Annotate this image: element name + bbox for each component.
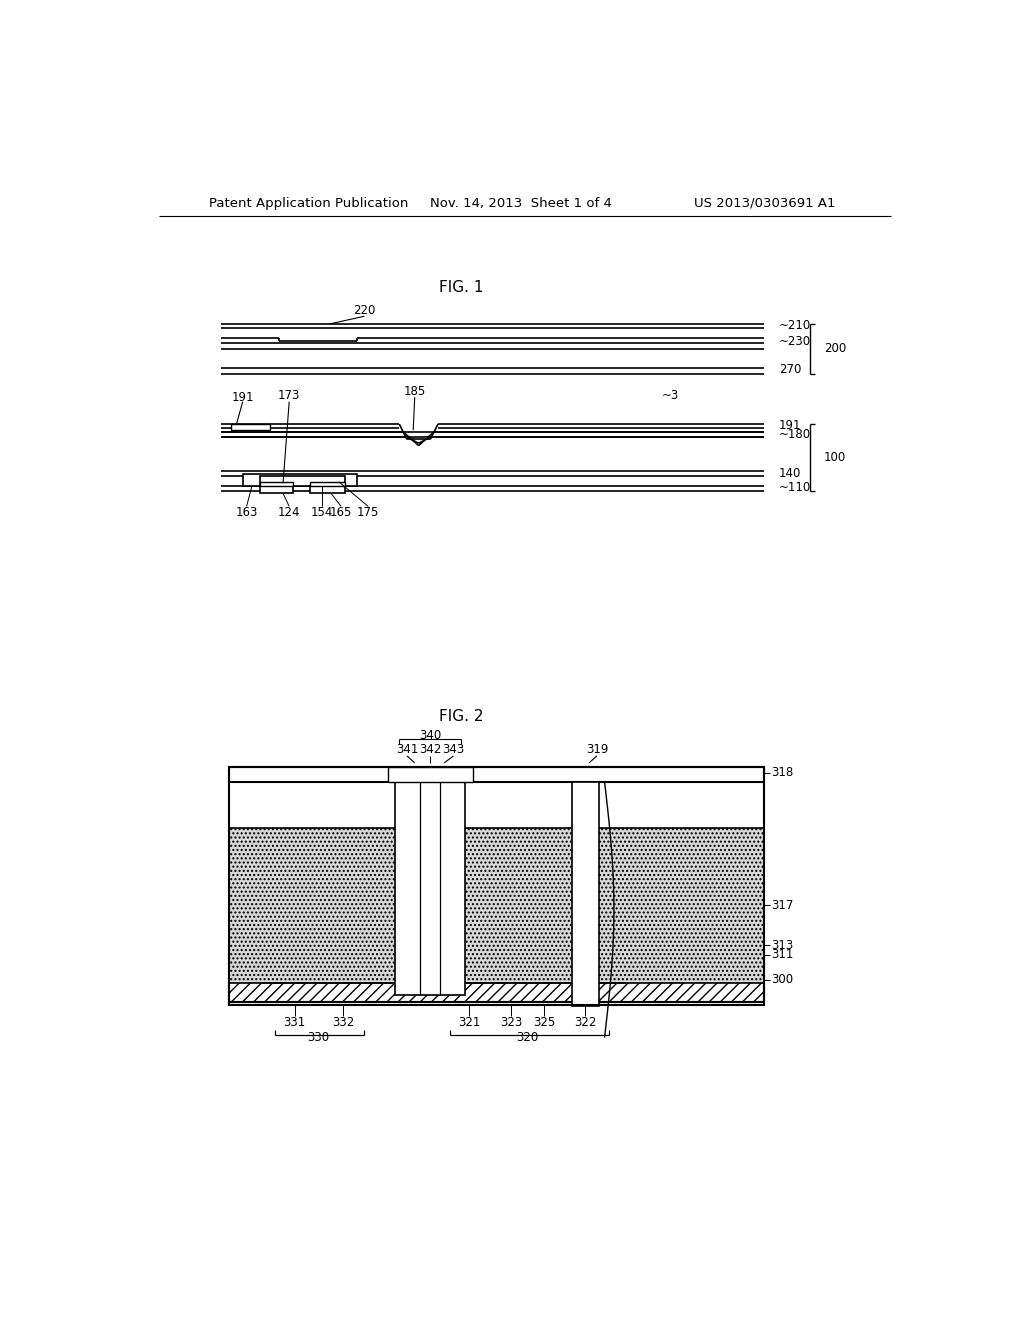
Bar bbox=[538, 970, 560, 979]
Bar bbox=[454, 948, 508, 958]
Text: 163: 163 bbox=[236, 506, 258, 519]
Text: 100: 100 bbox=[824, 451, 846, 465]
Bar bbox=[388, 767, 473, 781]
Bar bbox=[228, 767, 764, 1006]
Text: 343: 343 bbox=[442, 743, 465, 756]
Bar bbox=[512, 948, 558, 954]
Bar bbox=[508, 965, 531, 970]
Text: 317: 317 bbox=[771, 899, 794, 912]
Text: US 2013/0303691 A1: US 2013/0303691 A1 bbox=[693, 197, 836, 210]
Text: 270: 270 bbox=[779, 363, 802, 376]
Text: 323: 323 bbox=[500, 1016, 522, 1028]
Text: 300: 300 bbox=[771, 973, 794, 986]
Text: 342: 342 bbox=[419, 743, 441, 756]
Text: 321: 321 bbox=[458, 1016, 480, 1028]
Bar bbox=[228, 767, 764, 781]
Text: ~3: ~3 bbox=[662, 389, 679, 403]
Text: 318: 318 bbox=[771, 767, 794, 779]
Text: FIG. 1: FIG. 1 bbox=[439, 280, 483, 296]
Text: Patent Application Publication: Patent Application Publication bbox=[209, 197, 409, 210]
Bar bbox=[310, 482, 345, 486]
Bar bbox=[444, 958, 626, 970]
Text: 319: 319 bbox=[586, 743, 608, 756]
Text: ~230: ~230 bbox=[779, 335, 811, 348]
Bar bbox=[260, 477, 345, 486]
Bar bbox=[260, 482, 293, 486]
Text: 340: 340 bbox=[419, 730, 441, 742]
Bar bbox=[260, 970, 302, 979]
Bar bbox=[572, 781, 599, 1006]
Text: 325: 325 bbox=[534, 1016, 555, 1028]
Bar bbox=[508, 970, 531, 979]
Text: FIG. 2: FIG. 2 bbox=[439, 709, 483, 725]
Text: 322: 322 bbox=[574, 1016, 596, 1028]
Text: ~210: ~210 bbox=[779, 319, 811, 333]
Text: 140: 140 bbox=[779, 467, 802, 480]
Text: Nov. 14, 2013  Sheet 1 of 4: Nov. 14, 2013 Sheet 1 of 4 bbox=[430, 197, 612, 210]
Bar bbox=[228, 952, 764, 958]
Text: 191: 191 bbox=[779, 418, 802, 432]
Bar bbox=[228, 829, 764, 983]
Bar bbox=[538, 965, 560, 970]
Bar bbox=[395, 781, 465, 995]
Text: 185: 185 bbox=[403, 385, 426, 399]
Text: 124: 124 bbox=[278, 506, 300, 519]
Bar bbox=[444, 970, 488, 979]
Text: 330: 330 bbox=[307, 1031, 330, 1044]
Text: 200: 200 bbox=[824, 342, 846, 355]
Bar bbox=[562, 948, 616, 958]
Bar bbox=[243, 474, 356, 486]
Text: ~110: ~110 bbox=[779, 482, 811, 495]
Text: 154: 154 bbox=[310, 506, 333, 519]
Bar bbox=[271, 948, 380, 958]
Text: 320: 320 bbox=[516, 1031, 539, 1044]
Text: 332: 332 bbox=[333, 1016, 354, 1028]
Text: 191: 191 bbox=[231, 391, 254, 404]
Text: 220: 220 bbox=[353, 305, 376, 317]
Bar bbox=[260, 958, 391, 970]
Bar bbox=[231, 424, 270, 430]
Bar bbox=[228, 960, 764, 1002]
Bar bbox=[349, 970, 391, 979]
Bar bbox=[310, 486, 345, 494]
Text: 341: 341 bbox=[396, 743, 418, 756]
Text: 313: 313 bbox=[771, 939, 794, 952]
Bar bbox=[578, 970, 626, 979]
Text: 173: 173 bbox=[278, 389, 300, 403]
Bar bbox=[260, 486, 293, 494]
Text: 331: 331 bbox=[284, 1016, 306, 1028]
Text: 165: 165 bbox=[330, 506, 352, 519]
Text: 311: 311 bbox=[771, 948, 794, 961]
Text: ~180: ~180 bbox=[779, 428, 811, 441]
Text: 175: 175 bbox=[357, 506, 380, 519]
